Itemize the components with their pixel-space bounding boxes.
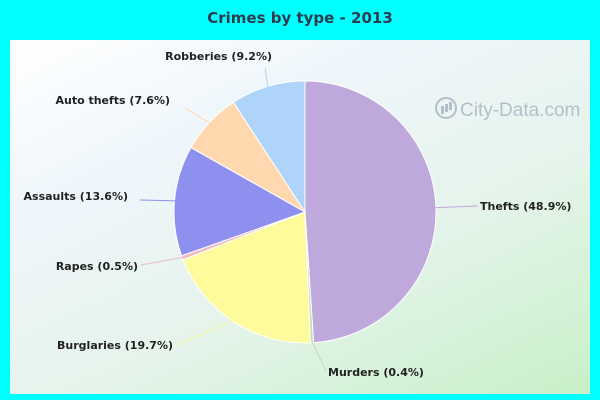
watermark-text: City-Data.com	[460, 100, 581, 121]
slice-leader-line	[184, 107, 212, 125]
slice-leader-line	[140, 256, 185, 266]
slice-label: Auto thefts (7.6%)	[55, 94, 170, 107]
slice-label: Thefts (48.9%)	[480, 200, 571, 213]
pie-slice	[182, 211, 311, 344]
pie-slice	[304, 80, 437, 344]
slice-label: Robberies (9.2%)	[165, 50, 272, 63]
plot-area: Thefts (48.9%) Murders (0.4%) Burglaries (…	[10, 40, 590, 394]
slice-leader-line	[139, 199, 177, 202]
slice-label: Burglaries (19.7%)	[57, 339, 173, 352]
watermark: City-Data.com	[435, 97, 580, 122]
city-data-logo-icon	[435, 97, 457, 119]
slice-label: Assaults (13.6%)	[24, 190, 128, 203]
pie-chart: Thefts (48.9%) Murders (0.4%) Burglaries (…	[24, 50, 572, 379]
slice-leader-line	[176, 319, 235, 346]
slice-label: Rapes (0.5%)	[56, 260, 138, 273]
slice-leader-line	[264, 67, 269, 89]
slice-leader-line	[311, 340, 327, 372]
chart-title: Crimes by type - 2013	[207, 9, 393, 27]
slice-leader-line	[433, 205, 479, 209]
slice-label: Murders (0.4%)	[328, 366, 424, 379]
